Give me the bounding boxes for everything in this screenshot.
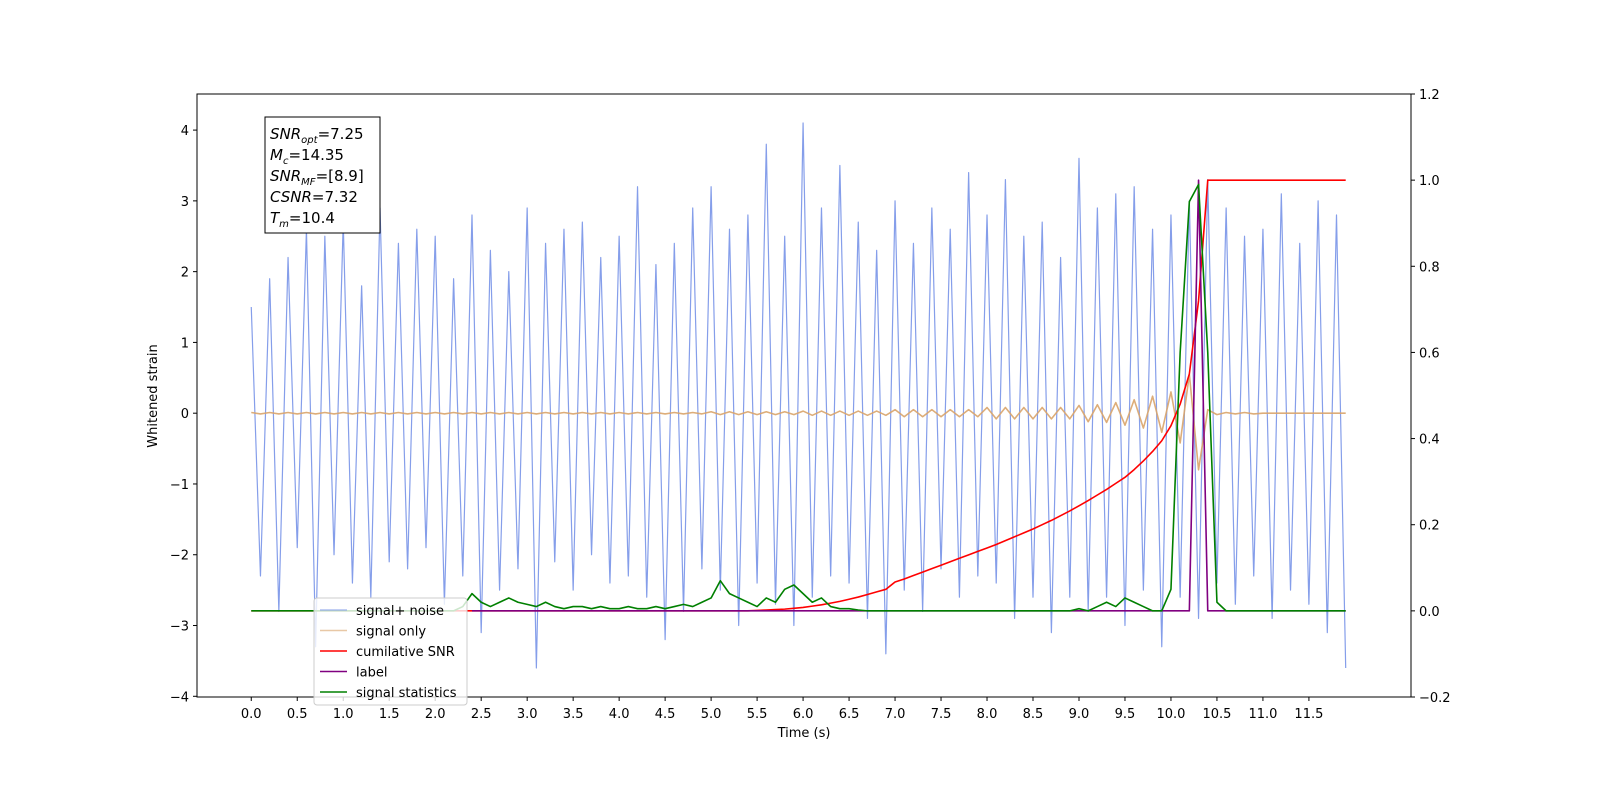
x-tick-label: 7.5 bbox=[931, 707, 952, 722]
x-tick-label: 7.0 bbox=[885, 707, 906, 722]
y-tick-label: 3 bbox=[181, 195, 189, 210]
x-tick-label: 1.0 bbox=[333, 707, 354, 722]
x-tick-label: 3.0 bbox=[517, 707, 538, 722]
plot-frame bbox=[196, 93, 1412, 698]
annotation-subscript: c bbox=[283, 156, 289, 167]
annotation-line: Tm=10.4 bbox=[270, 209, 335, 230]
x-tick-label: 6.5 bbox=[839, 707, 860, 722]
x-tick-label: 11.5 bbox=[1294, 707, 1323, 722]
annotation-subscript: m bbox=[279, 219, 289, 230]
annotation-symbol: M bbox=[270, 146, 283, 164]
legend-label: signal statistics bbox=[356, 686, 457, 701]
y2-tick-label: −0.2 bbox=[1419, 691, 1451, 706]
x-tick-label: 1.5 bbox=[379, 707, 400, 722]
x-tick-label: 5.0 bbox=[701, 707, 722, 722]
annotation-symbol: SNR bbox=[270, 167, 301, 185]
x-tick-label: 5.5 bbox=[747, 707, 768, 722]
y2-tick-label: 1.2 bbox=[1419, 88, 1440, 103]
x-tick-label: 10.0 bbox=[1156, 707, 1185, 722]
annotation-value: =10.4 bbox=[289, 209, 335, 227]
legend-label: cumilative SNR bbox=[356, 645, 455, 660]
annotation-value: =[8.9] bbox=[316, 167, 364, 185]
x-tick-label: 4.0 bbox=[609, 707, 630, 722]
x-tick-label: 9.0 bbox=[1069, 707, 1090, 722]
legend-label: signal only bbox=[356, 625, 426, 640]
annotation-subscript: MF bbox=[301, 177, 316, 188]
annotation-frame bbox=[264, 116, 381, 234]
annotation-line: SNRopt=7.25 bbox=[270, 125, 364, 146]
x-tick-label: 0.5 bbox=[287, 707, 308, 722]
y-tick-label: 1 bbox=[181, 336, 189, 351]
annotation-subscript: opt bbox=[301, 135, 318, 146]
annotation-value: =14.35 bbox=[288, 146, 344, 164]
x-tick-label: 10.5 bbox=[1202, 707, 1231, 722]
series-line bbox=[250, 122, 1347, 669]
annotation-line: Mc=14.35 bbox=[270, 146, 344, 167]
annotation-line: SNRMF=[8.9] bbox=[270, 167, 364, 188]
x-axis-label: Time (s) bbox=[777, 726, 831, 741]
x-tick-label: 8.0 bbox=[977, 707, 998, 722]
legend-label: label bbox=[356, 666, 387, 681]
annotation-symbol: SNR bbox=[270, 125, 301, 143]
y-tick-label: 2 bbox=[181, 266, 189, 281]
y2-tick-label: 0.2 bbox=[1419, 519, 1440, 534]
y-tick-label: −1 bbox=[170, 478, 189, 493]
y-axis-label: Whitened strain bbox=[146, 344, 161, 447]
legend: signal+ noise signal only cumilative SNR la… bbox=[313, 597, 468, 706]
x-tick-label: 11.0 bbox=[1248, 707, 1277, 722]
annotation-line: CSNR=7.32 bbox=[270, 188, 358, 206]
x-tick-label: 4.5 bbox=[655, 707, 676, 722]
annotation-value: =7.25 bbox=[318, 125, 364, 143]
annotation-value: =7.32 bbox=[312, 188, 358, 206]
y2-tick-label: 0.0 bbox=[1419, 605, 1440, 620]
y-tick-label: 4 bbox=[181, 124, 189, 139]
x-tick-label: 2.5 bbox=[471, 707, 492, 722]
annotation-symbol: CSNR bbox=[270, 188, 312, 206]
x-tick-label: 0.0 bbox=[241, 707, 262, 722]
x-tick-label: 8.5 bbox=[1023, 707, 1044, 722]
annotation-symbol: T bbox=[270, 209, 281, 227]
x-tick-label: 9.5 bbox=[1115, 707, 1136, 722]
y2-tick-label: 0.4 bbox=[1419, 433, 1440, 448]
y-tick-label: −4 bbox=[170, 690, 189, 705]
y2-tick-label: 1.0 bbox=[1419, 174, 1440, 189]
annotation-box: SNRopt=7.25Mc=14.35SNRMF=[8.9]CSNR=7.32T… bbox=[264, 116, 381, 234]
y-tick-label: −2 bbox=[170, 549, 189, 564]
y2-tick-label: 0.6 bbox=[1419, 346, 1440, 361]
y-tick-label: −3 bbox=[170, 620, 189, 635]
legend-frame bbox=[313, 597, 468, 706]
x-tick-label: 6.0 bbox=[793, 707, 814, 722]
x-tick-label: 3.5 bbox=[563, 707, 584, 722]
legend-label: signal+ noise bbox=[356, 604, 444, 619]
x-tick-label: 2.0 bbox=[425, 707, 446, 722]
series-line bbox=[251, 373, 1346, 471]
y-tick-label: 0 bbox=[181, 407, 189, 422]
y2-tick-label: 0.8 bbox=[1419, 260, 1440, 275]
